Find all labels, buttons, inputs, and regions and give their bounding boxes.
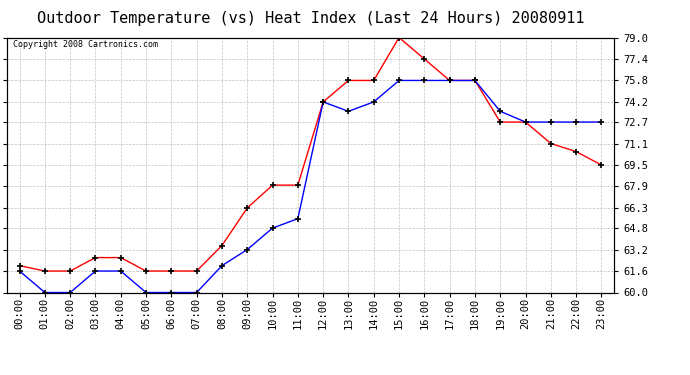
Text: Outdoor Temperature (vs) Heat Index (Last 24 Hours) 20080911: Outdoor Temperature (vs) Heat Index (Las… [37,11,584,26]
Text: Copyright 2008 Cartronics.com: Copyright 2008 Cartronics.com [13,40,158,49]
